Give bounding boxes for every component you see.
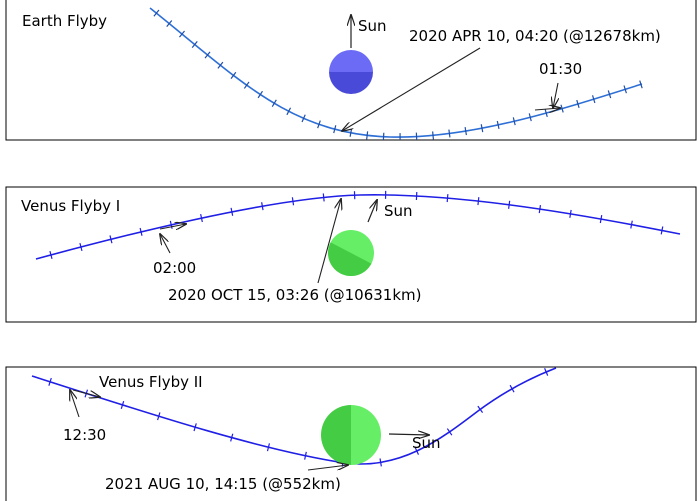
trajectory-tick <box>591 95 596 104</box>
trajectory-tick <box>414 447 420 455</box>
trajectory-tick <box>560 104 564 113</box>
planet-earth <box>329 50 373 94</box>
trajectory-tick <box>157 412 161 421</box>
trajectory-tick <box>261 202 264 211</box>
trajectory-tick <box>301 114 306 123</box>
trajectory-tick <box>496 120 500 129</box>
velocity-arrow <box>72 389 100 397</box>
trajectory-tick <box>446 194 449 203</box>
planet-venus <box>321 405 381 465</box>
sun-label: Sun <box>358 17 387 35</box>
trajectory-tick <box>153 9 160 17</box>
trajectory-tick <box>266 443 271 452</box>
trajectory-tick <box>166 20 173 28</box>
closest-approach-arrow <box>317 199 341 284</box>
trajectory-tick <box>379 458 382 467</box>
trajectory-tick <box>178 30 185 38</box>
trajectory-tick <box>464 127 467 136</box>
trajectory-tick <box>544 368 549 376</box>
trajectory-tick <box>569 209 572 218</box>
sun-direction-arrow <box>388 434 429 435</box>
trajectory-tick <box>538 205 542 214</box>
trajectory-tick <box>508 200 511 209</box>
time-label: 02:00 <box>153 259 196 277</box>
closest-approach-label: 2020 APR 10, 04:20 (@12678km) <box>409 27 661 45</box>
trajectory-tick <box>286 107 292 116</box>
planet-venus <box>328 230 374 276</box>
panel-title: Earth Flyby <box>22 12 107 30</box>
trajectory-tick <box>607 90 612 99</box>
trajectory-tick <box>576 99 580 108</box>
trajectory-tick <box>623 85 627 94</box>
trajectory-tick <box>509 384 515 393</box>
time-label: 12:30 <box>63 426 106 444</box>
trajectory-tick <box>512 117 516 126</box>
panel-title: Venus Flyby II <box>99 373 203 391</box>
trajectory-tick <box>191 41 198 48</box>
trajectory-tick <box>599 215 603 224</box>
closest-approach-arrow <box>342 47 481 131</box>
trajectory-tick <box>446 428 453 436</box>
trajectory-tick <box>477 405 484 413</box>
sun-label: Sun <box>412 434 441 452</box>
trajectory-tick <box>193 423 197 432</box>
closest-approach-label: 2021 AUG 10, 14:15 (@552km) <box>105 475 341 493</box>
flyby-trajectory <box>35 194 681 260</box>
trajectory-tick <box>477 197 480 206</box>
time-arrow <box>160 234 171 254</box>
sun-direction-arrow <box>367 200 377 223</box>
flyby-trajectory <box>149 7 643 138</box>
trajectory-tick <box>257 90 263 99</box>
trajectory-tick <box>271 99 277 108</box>
trajectory-tick <box>217 61 224 69</box>
trajectory-tick <box>169 220 173 229</box>
trajectory-tick <box>120 400 125 409</box>
trajectory-tick <box>333 125 337 134</box>
trajectory-tick <box>48 377 52 386</box>
trajectory-tick <box>204 51 211 59</box>
trajectory-tick <box>230 207 234 216</box>
sun-label: Sun <box>384 202 413 220</box>
trajectory-tick <box>139 227 143 236</box>
trajectory-tick <box>230 71 237 79</box>
trajectory-ticks <box>49 190 664 259</box>
closest-approach-label: 2020 OCT 15, 03:26 (@10631km) <box>168 286 422 304</box>
trajectory-tick <box>200 214 203 223</box>
panel-title: Venus Flyby I <box>21 197 120 215</box>
panel-venus-flyby-1: Venus Flyby I Sun 02:00 2020 OCT 15, 03:… <box>5 186 697 323</box>
trajectory-tick <box>544 109 548 118</box>
trajectory-tick <box>528 113 532 122</box>
trajectory-tick <box>480 124 484 133</box>
trajectory-tick <box>243 81 250 89</box>
trajectory-tick <box>639 80 643 89</box>
trajectory-tick <box>366 131 369 140</box>
closest-approach-arrow <box>307 465 348 471</box>
trajectory-tick <box>448 129 451 138</box>
time-arrow <box>553 82 558 108</box>
trajectory-tick <box>432 131 434 140</box>
trajectory-tick <box>322 193 325 202</box>
velocity-arrow <box>534 108 560 110</box>
time-arrow <box>70 390 80 418</box>
trajectory-tick <box>317 120 321 129</box>
panel-earth-flyby: Earth Flyby Sun 2020 APR 10, 04:20 (@126… <box>5 0 697 141</box>
trajectory-tick <box>79 243 83 252</box>
trajectory-ticks <box>153 9 643 140</box>
trajectory-tick <box>304 451 307 460</box>
trajectory-tick <box>49 250 53 259</box>
panel-venus-flyby-2: Venus Flyby II Sun 12:30 2021 AUG 10, 14… <box>5 366 697 501</box>
trajectory-tick <box>109 235 113 244</box>
time-label: 01:30 <box>539 60 582 78</box>
trajectory-tick <box>291 197 295 206</box>
velocity-arrow <box>159 224 186 229</box>
trajectory-tick <box>630 220 633 229</box>
trajectory-tick <box>660 226 664 235</box>
trajectory-tick <box>230 433 234 442</box>
